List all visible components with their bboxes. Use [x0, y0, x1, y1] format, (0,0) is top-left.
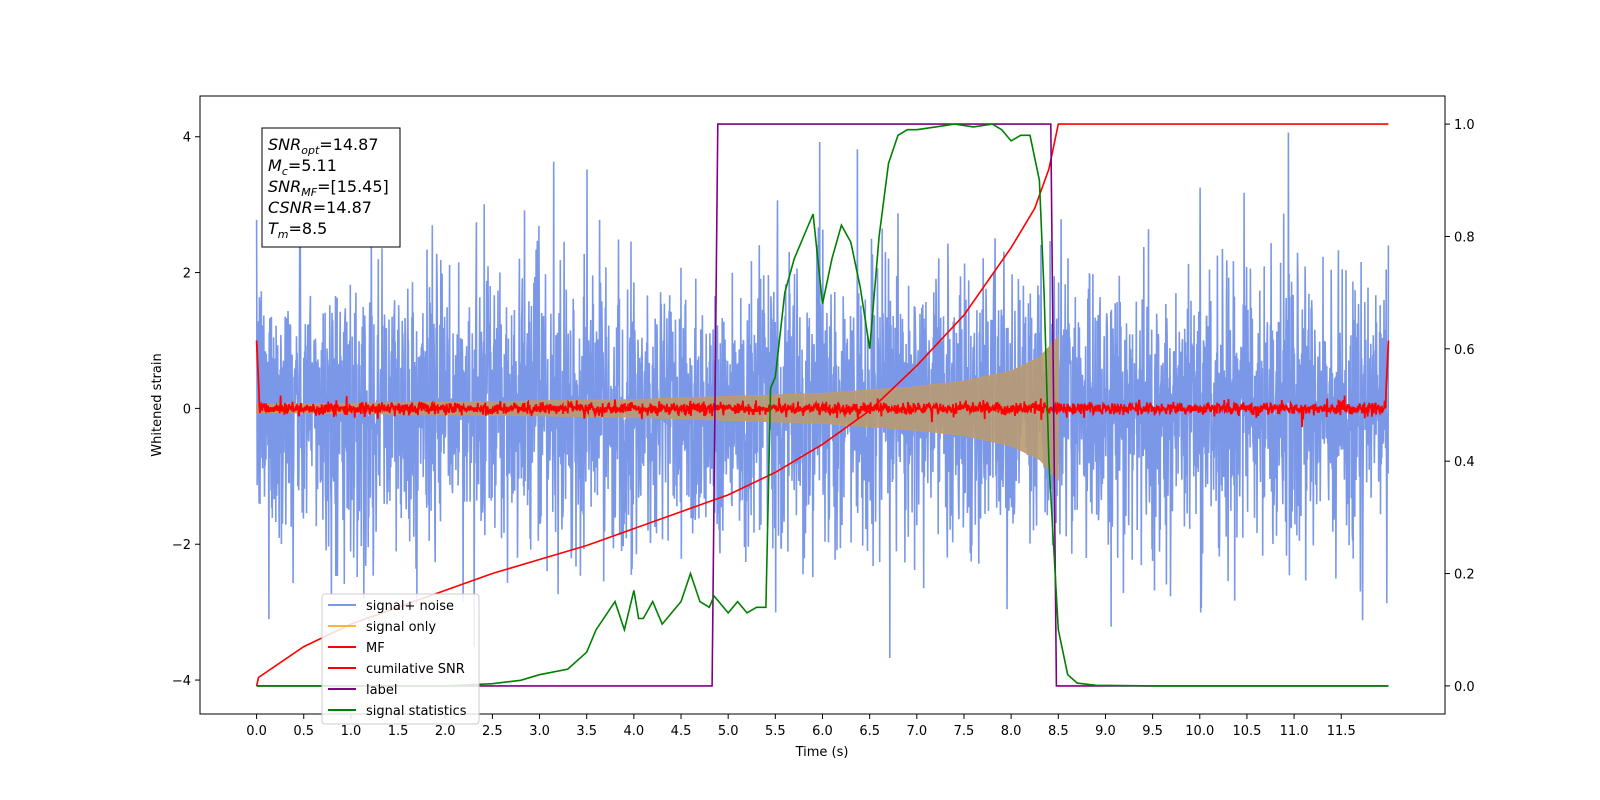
x-tick-label: 8.5	[1048, 724, 1069, 739]
y-left-tick-label: 2	[183, 267, 191, 282]
x-tick-label: 9.5	[1142, 724, 1163, 739]
legend-entry-label: label	[366, 683, 397, 698]
y-left-tick-label: 0	[183, 402, 191, 417]
series-signal-noise-line	[255, 132, 1390, 659]
x-tick-label: 2.0	[435, 724, 456, 739]
y-axis-label: Whitened strain	[150, 353, 165, 456]
ticks-layer: 0.0 0.5 1.0 1.5 2.0 2.5 3.0 3.5 4.0 4.5 5.0 5.5 6.0 6…	[172, 118, 1475, 739]
y-right-tick-label: 0.4	[1454, 455, 1475, 470]
x-tick-label: 6.5	[859, 724, 880, 739]
legend-entry-label: signal+ noise	[366, 599, 454, 614]
y-right-tick-label: 0.2	[1454, 568, 1475, 583]
x-tick-label: 7.5	[954, 724, 975, 739]
series-signal-statistics-line	[256, 123, 1389, 687]
annotation-line: SNRMF=[15.45]	[268, 177, 389, 199]
annotation-frame	[261, 127, 401, 248]
x-tick-label: 11.0	[1280, 724, 1309, 739]
x-tick-label: 2.5	[482, 724, 503, 739]
x-tick-label: 9.0	[1095, 724, 1116, 739]
y-right-tick-label: 0.8	[1454, 230, 1475, 245]
annotation-line: CSNR=14.87	[268, 198, 372, 217]
x-tick-label: 11.5	[1327, 724, 1356, 739]
annotation-line: Mc=5.11	[268, 156, 337, 178]
legend-entry-label: cumilative SNR	[366, 662, 465, 677]
y-right-tick-label: 0.6	[1454, 343, 1475, 358]
legend-entry-label: signal statistics	[366, 704, 467, 719]
y-right-tick-label: 1.0	[1454, 118, 1475, 133]
x-tick-label: 4.0	[624, 724, 645, 739]
x-tick-label: 0.5	[293, 724, 314, 739]
legend: signal+ noise signal only MF cumilative SNR…	[321, 593, 480, 725]
x-tick-label: 7.0	[906, 724, 927, 739]
x-axis-label: Time (s)	[795, 745, 849, 760]
legend-entry-label: MF	[366, 641, 385, 656]
x-tick-label: 3.5	[576, 724, 597, 739]
x-tick-label: 5.5	[765, 724, 786, 739]
x-tick-label: 6.0	[812, 724, 833, 739]
x-tick-label: 3.0	[529, 724, 550, 739]
legend-frame	[321, 593, 480, 725]
x-tick-label: 1.0	[341, 724, 362, 739]
x-tick-label: 1.5	[388, 724, 409, 739]
x-tick-label: 4.5	[671, 724, 692, 739]
annotation-line: Tm=8.5	[268, 219, 327, 241]
y-left-tick-label: −4	[172, 674, 191, 689]
x-tick-label: 8.0	[1001, 724, 1022, 739]
y-left-tick-label: 4	[183, 131, 191, 146]
x-tick-label: 10.0	[1185, 724, 1214, 739]
x-tick-label: 10.5	[1232, 724, 1261, 739]
series-mf-line	[255, 340, 1390, 428]
x-tick-label: 0.0	[246, 724, 267, 739]
annotation-box: SNRopt=14.87Mc=5.11SNRMF=[15.45]CSNR=14.…	[261, 127, 401, 248]
annotation-line: SNRopt=14.87	[268, 135, 379, 157]
legend-entry-label: signal only	[366, 620, 436, 635]
y-left-tick-label: −2	[172, 538, 191, 553]
x-tick-label: 5.0	[718, 724, 739, 739]
y-right-tick-label: 0.0	[1454, 680, 1475, 695]
